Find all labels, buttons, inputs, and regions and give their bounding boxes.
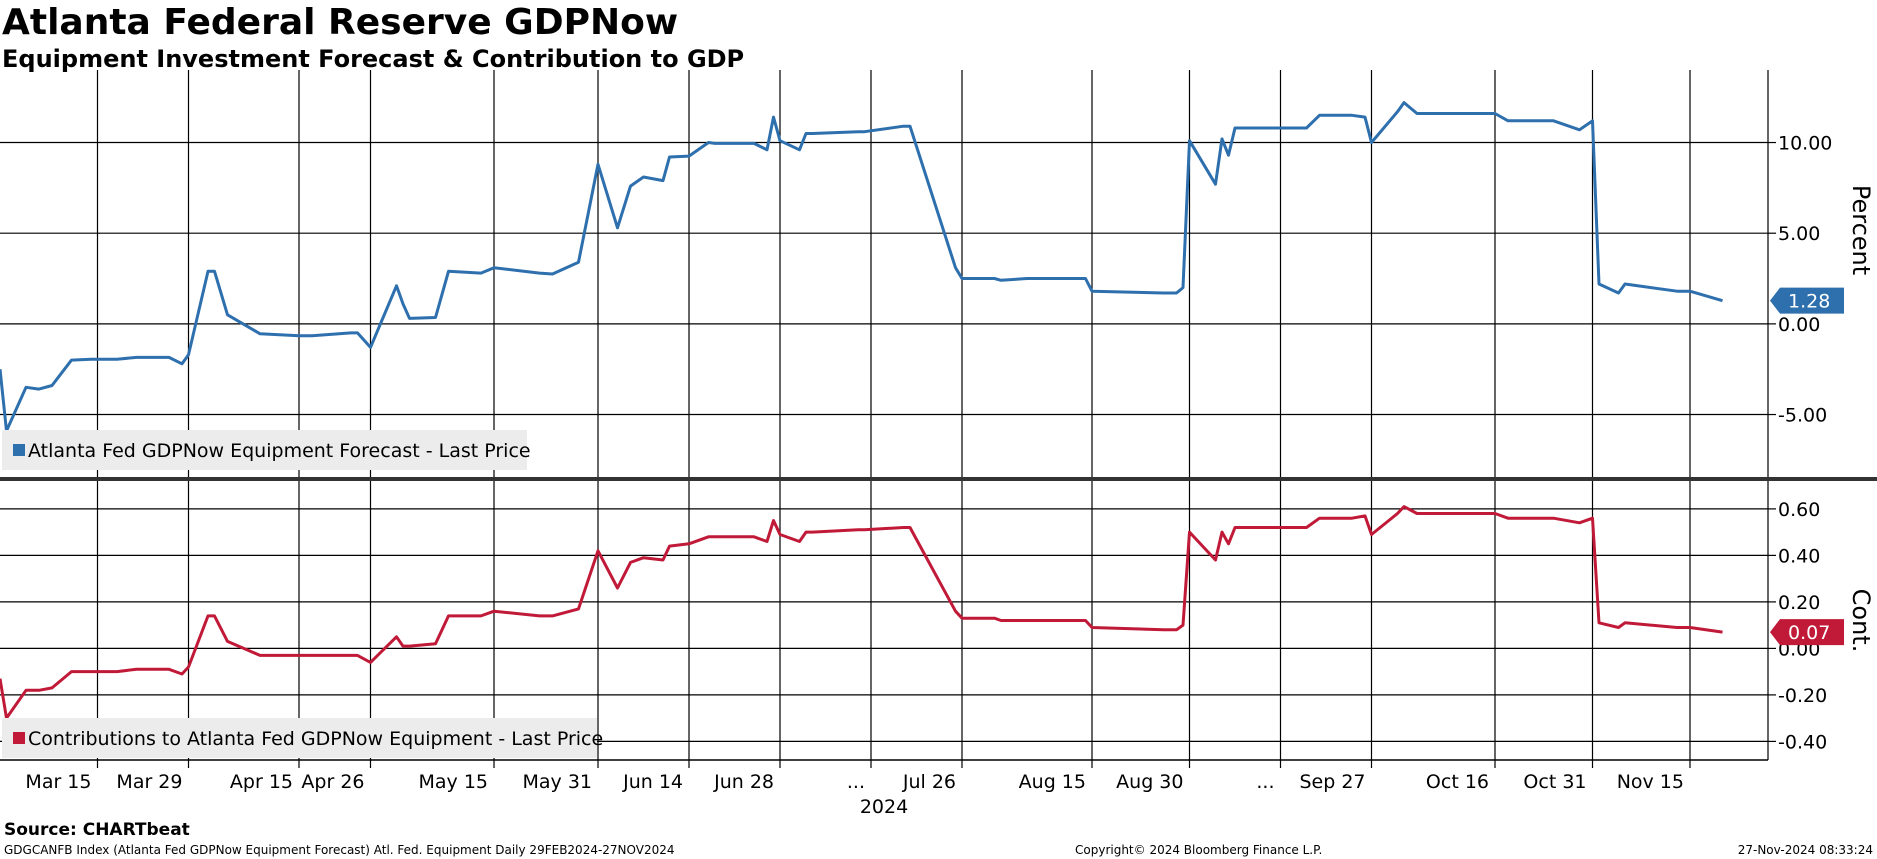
footer-timestamp: 27-Nov-2024 08:33:24: [1737, 843, 1873, 857]
x-tick-label: May 15: [419, 771, 489, 793]
y-tick-label: 0.00: [1778, 314, 1820, 336]
y-tick-label: 0.40: [1778, 545, 1820, 567]
y-tick-label: -5.00: [1778, 405, 1827, 427]
contribution-panel: 0.600.400.200.00-0.20-0.40Cont.0.07Contr…: [0, 481, 1875, 760]
source-label: Source: CHARTbeat: [4, 820, 190, 840]
footer-series-info: GDGCANFB Index (Atlanta Fed GDPNow Equip…: [4, 843, 675, 857]
legend-box: [2, 718, 597, 758]
y-axis-title: Cont.: [1847, 589, 1875, 653]
x-axis: Mar 15 Mar 29 Apr 15 Apr 26 May 15 May 31 Jun …: [0, 759, 1768, 818]
series-line-forecast: [0, 101, 1723, 433]
last-value-tag: [1770, 619, 1844, 646]
y-tick-label: -0.40: [1778, 731, 1827, 753]
series-line-contribution: [0, 505, 1723, 720]
x-tick-label: May 31: [523, 771, 593, 793]
x-tick-label: Aug 15: [1019, 771, 1086, 793]
x-tick-label: Oct 31: [1523, 771, 1586, 793]
y-tick-label: -0.20: [1778, 685, 1827, 707]
x-tick-label: Mar 29: [116, 771, 182, 793]
y-tick-label: 0.20: [1778, 592, 1820, 614]
last-value-tag: [1770, 287, 1844, 314]
x-tick-label: Nov 15: [1617, 771, 1684, 793]
x-tick-label: Mar 15: [25, 771, 91, 793]
legend-label: Atlanta Fed GDPNow Equipment Forecast - …: [28, 440, 531, 462]
y-axis-title: Percent: [1847, 185, 1875, 275]
chart-subtitle: Equipment Investment Forecast & Contribu…: [2, 45, 745, 73]
y-tick-label: 5.00: [1778, 223, 1820, 245]
legend-label: Contributions to Atlanta Fed GDPNow Equi…: [28, 728, 603, 750]
x-tick-label: Apr 26: [301, 771, 364, 793]
legend-swatch: [13, 732, 25, 744]
y-tick-label: 10.00: [1778, 133, 1832, 155]
chart-title: Atlanta Federal Reserve GDPNow: [2, 2, 679, 43]
x-tick-label: Jul 26: [902, 771, 956, 793]
x-tick-label: Aug 30: [1116, 771, 1183, 793]
x-tick-label: Oct 16: [1426, 771, 1489, 793]
forecast-panel: 10.00 5.00 0.00 -5.00 Percent 1.28 Atlanta Fed…: [0, 70, 1877, 481]
chart-canvas: 10.00 5.00 0.00 -5.00 Percent 1.28 Atlanta Fed…: [0, 70, 1877, 818]
last-value-label: 0.07: [1788, 622, 1830, 644]
x-tick-label: Jun 28: [713, 771, 774, 793]
x-tick-label: Jun 14: [622, 771, 683, 793]
x-year-label: 2024: [860, 796, 908, 818]
x-tick-label: ...: [1256, 771, 1274, 793]
legend-box: [2, 430, 527, 470]
y-tick-label: 0.60: [1778, 499, 1820, 521]
x-tick-label: Sep 27: [1299, 771, 1365, 793]
x-tick-label: ...: [847, 771, 865, 793]
legend-swatch: [13, 444, 25, 456]
footer-copyright: Copyright© 2024 Bloomberg Finance L.P.: [1075, 843, 1323, 857]
x-tick-label: Apr 15: [230, 771, 293, 793]
last-value-label: 1.28: [1788, 291, 1830, 313]
panel-separator: [0, 477, 1877, 481]
